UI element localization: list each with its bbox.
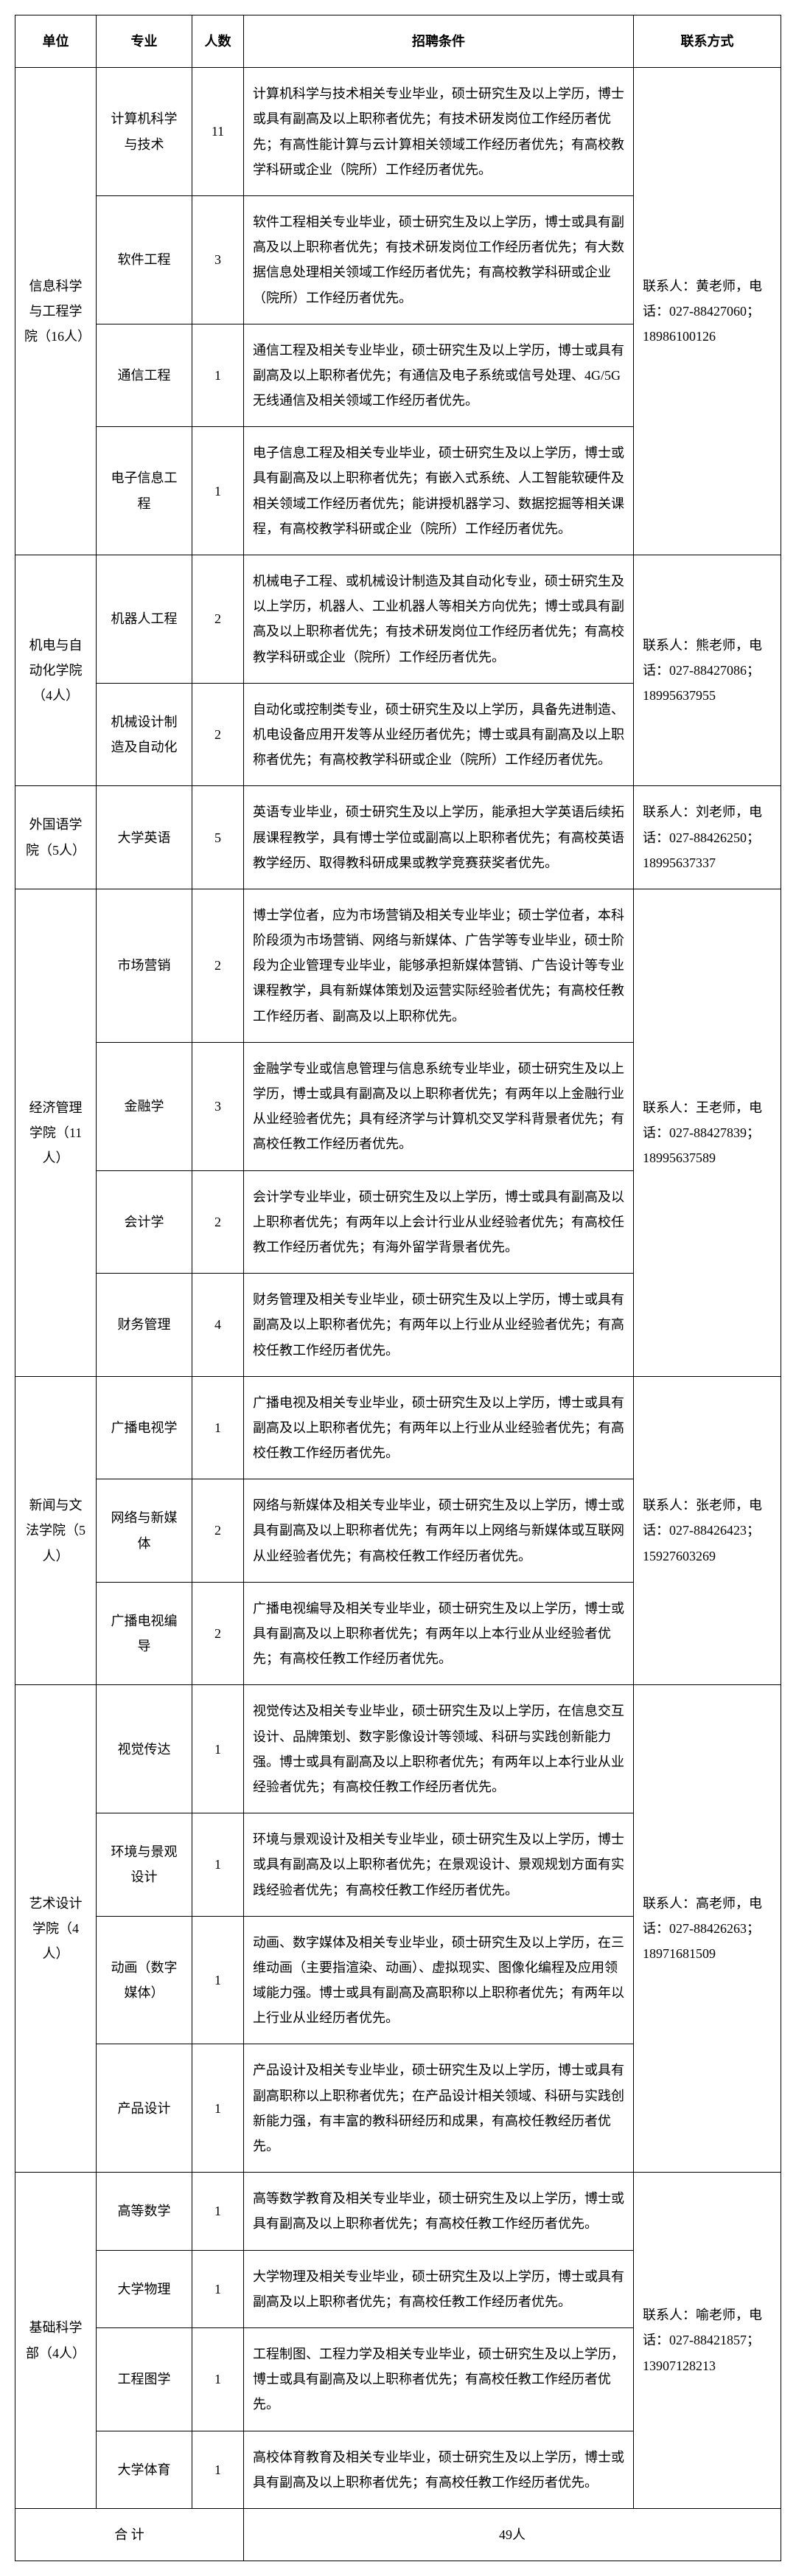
table-row: 艺术设计学院（4人）视觉传达1视觉传达及相关专业毕业，硕士研究生及以上学历，在信… xyxy=(15,1685,781,1813)
count-cell: 3 xyxy=(192,195,244,324)
total-label: 合 计 xyxy=(15,2508,244,2561)
major-cell: 网络与新媒体 xyxy=(97,1479,192,1583)
contact-cell: 联系人：张老师，电话：027-88426423；15927603269 xyxy=(634,1376,781,1685)
condition-cell: 英语专业毕业，硕士研究生及以上学历，能承担大学英语后续拓展课程教学，具有博士学位… xyxy=(244,786,634,889)
count-cell: 2 xyxy=(192,1170,244,1274)
major-cell: 金融学 xyxy=(97,1042,192,1170)
header-condition: 招聘条件 xyxy=(244,15,634,68)
count-cell: 1 xyxy=(192,427,244,555)
count-cell: 1 xyxy=(192,2250,244,2327)
condition-cell: 财务管理及相关专业毕业，硕士研究生及以上学历，博士或具有副高及以上职称者优先；有… xyxy=(244,1274,634,1377)
unit-cell: 信息科学与工程学院（16人） xyxy=(15,68,97,555)
major-cell: 大学体育 xyxy=(97,2431,192,2508)
header-count: 人数 xyxy=(192,15,244,68)
table-row: 新闻与文法学院（5人）广播电视学1广播电视及相关专业毕业，硕士研究生及以上学历，… xyxy=(15,1376,781,1479)
header-unit: 单位 xyxy=(15,15,97,68)
count-cell: 1 xyxy=(192,1916,244,2044)
table-row: 信息科学与工程学院（16人）计算机科学与技术11计算机科学与技术相关专业毕业，硕… xyxy=(15,68,781,196)
condition-cell: 网络与新媒体及相关专业毕业，硕士研究生及以上学历，博士或具有副高及以上职称者优先… xyxy=(244,1479,634,1583)
major-cell: 电子信息工程 xyxy=(97,427,192,555)
table-row: 外国语学院（5人）大学英语5英语专业毕业，硕士研究生及以上学历，能承担大学英语后… xyxy=(15,786,781,889)
condition-cell: 软件工程相关专业毕业，硕士研究生及以上学历，博士或具有副高及以上职称者优先；有技… xyxy=(244,195,634,324)
table-row: 经济管理学院（11人）市场营销2博士学位者，应为市场营销及相关专业毕业；硕士学位… xyxy=(15,889,781,1042)
total-value: 49人 xyxy=(244,2508,781,2561)
contact-cell: 联系人：熊老师，电话：027-88427086；18995637955 xyxy=(634,555,781,786)
count-cell: 3 xyxy=(192,1042,244,1170)
major-cell: 环境与景观设计 xyxy=(97,1813,192,1917)
table-row: 机电与自动化学院（4人）机器人工程2机械电子工程、或机械设计制造及其自动化专业，… xyxy=(15,555,781,684)
unit-cell: 新闻与文法学院（5人） xyxy=(15,1376,97,1685)
condition-cell: 大学物理及相关专业毕业，硕士研究生及以上学历，博士或具有副高及以上职称者优先；有… xyxy=(244,2250,634,2327)
count-cell: 2 xyxy=(192,683,244,786)
header-major: 专业 xyxy=(97,15,192,68)
major-cell: 机械设计制造及自动化 xyxy=(97,683,192,786)
count-cell: 5 xyxy=(192,786,244,889)
count-cell: 1 xyxy=(192,1813,244,1917)
major-cell: 财务管理 xyxy=(97,1274,192,1377)
unit-cell: 外国语学院（5人） xyxy=(15,786,97,889)
count-cell: 1 xyxy=(192,2327,244,2431)
contact-cell: 联系人：高老师，电话：027-88426263；18971681509 xyxy=(634,1685,781,2173)
contact-cell: 联系人：刘老师，电话：027-88426250；18995637337 xyxy=(634,786,781,889)
condition-cell: 博士学位者，应为市场营销及相关专业毕业；硕士学位者，本科阶段须为市场营销、网络与… xyxy=(244,889,634,1042)
count-cell: 1 xyxy=(192,2173,244,2250)
major-cell: 大学物理 xyxy=(97,2250,192,2327)
recruitment-table: 单位 专业 人数 招聘条件 联系方式 信息科学与工程学院（16人）计算机科学与技… xyxy=(15,15,781,2561)
major-cell: 视觉传达 xyxy=(97,1685,192,1813)
condition-cell: 自动化或控制类专业，硕士研究生及以上学历，具备先进制造、机电设备应用开发等从业经… xyxy=(244,683,634,786)
major-cell: 大学英语 xyxy=(97,786,192,889)
major-cell: 高等数学 xyxy=(97,2173,192,2250)
major-cell: 计算机科学与技术 xyxy=(97,68,192,196)
condition-cell: 高等数学教育及相关专业毕业，硕士研究生及以上学历，博士或具有副高及以上职称者优先… xyxy=(244,2173,634,2250)
unit-cell: 机电与自动化学院（4人） xyxy=(15,555,97,786)
count-cell: 11 xyxy=(192,68,244,196)
major-cell: 会计学 xyxy=(97,1170,192,1274)
unit-cell: 基础科学部（4人） xyxy=(15,2173,97,2509)
condition-cell: 环境与景观设计及相关专业毕业，硕士研究生及以上学历，博士或具有副高及以上职称者优… xyxy=(244,1813,634,1917)
count-cell: 2 xyxy=(192,1479,244,1583)
condition-cell: 电子信息工程及相关专业毕业，硕士研究生及以上学历，博士或具有副高及以上职称者优先… xyxy=(244,427,634,555)
count-cell: 1 xyxy=(192,1376,244,1479)
major-cell: 通信工程 xyxy=(97,324,192,427)
major-cell: 软件工程 xyxy=(97,195,192,324)
major-cell: 动画（数字媒体） xyxy=(97,1916,192,2044)
condition-cell: 动画、数字媒体及相关专业毕业，硕士研究生及以上学历，在三维动画（主要指渲染、动画… xyxy=(244,1916,634,2044)
condition-cell: 高校体育教育及相关专业毕业，硕士研究生及以上学历，博士或具有副高及以上职称者优先… xyxy=(244,2431,634,2508)
condition-cell: 通信工程及相关专业毕业，硕士研究生及以上学历，博士或具有副高及以上职称者优先；有… xyxy=(244,324,634,427)
condition-cell: 广播电视编导及相关专业毕业，硕士研究生及以上学历，博士或具有副高及以上职称者优先… xyxy=(244,1582,634,1685)
count-cell: 4 xyxy=(192,1274,244,1377)
contact-cell: 联系人：黄老师，电话：027-88427060；18986100126 xyxy=(634,68,781,555)
count-cell: 2 xyxy=(192,1582,244,1685)
major-cell: 工程图学 xyxy=(97,2327,192,2431)
condition-cell: 金融学专业或信息管理与信息系统专业毕业，硕士研究生及以上学历，博士或具有副高及以… xyxy=(244,1042,634,1170)
major-cell: 广播电视学 xyxy=(97,1376,192,1479)
header-contact: 联系方式 xyxy=(634,15,781,68)
count-cell: 2 xyxy=(192,555,244,684)
condition-cell: 产品设计及相关专业毕业，硕士研究生及以上学历，博士或具有副高职称以上职称者优先；… xyxy=(244,2044,634,2173)
table-body: 信息科学与工程学院（16人）计算机科学与技术11计算机科学与技术相关专业毕业，硕… xyxy=(15,68,781,2509)
major-cell: 机器人工程 xyxy=(97,555,192,684)
major-cell: 产品设计 xyxy=(97,2044,192,2173)
condition-cell: 机械电子工程、或机械设计制造及其自动化专业，硕士研究生及以上学历，机器人、工业机… xyxy=(244,555,634,684)
contact-cell: 联系人：喻老师，电话：027-88421857；13907128213 xyxy=(634,2173,781,2509)
header-row: 单位 专业 人数 招聘条件 联系方式 xyxy=(15,15,781,68)
condition-cell: 工程制图、工程力学及相关专业毕业，硕士研究生及以上学历，博士或具有副高及以上职称… xyxy=(244,2327,634,2431)
count-cell: 1 xyxy=(192,2431,244,2508)
condition-cell: 视觉传达及相关专业毕业，硕士研究生及以上学历，在信息交互设计、品牌策划、数字影像… xyxy=(244,1685,634,1813)
condition-cell: 广播电视及相关专业毕业，硕士研究生及以上学历，博士或具有副高及以上职称者优先；有… xyxy=(244,1376,634,1479)
contact-cell: 联系人：王老师，电话：027-88427839；18995637589 xyxy=(634,889,781,1376)
condition-cell: 计算机科学与技术相关专业毕业，硕士研究生及以上学历，博士或具有副高及以上职称者优… xyxy=(244,68,634,196)
table-row: 基础科学部（4人）高等数学1高等数学教育及相关专业毕业，硕士研究生及以上学历，博… xyxy=(15,2173,781,2250)
count-cell: 1 xyxy=(192,324,244,427)
unit-cell: 经济管理学院（11人） xyxy=(15,889,97,1376)
major-cell: 广播电视编导 xyxy=(97,1582,192,1685)
count-cell: 2 xyxy=(192,889,244,1042)
major-cell: 市场营销 xyxy=(97,889,192,1042)
unit-cell: 艺术设计学院（4人） xyxy=(15,1685,97,2173)
count-cell: 1 xyxy=(192,2044,244,2173)
total-row: 合 计 49人 xyxy=(15,2508,781,2561)
condition-cell: 会计学专业毕业，硕士研究生及以上学历，博士或具有副高及以上职称者优先；有两年以上… xyxy=(244,1170,634,1274)
count-cell: 1 xyxy=(192,1685,244,1813)
